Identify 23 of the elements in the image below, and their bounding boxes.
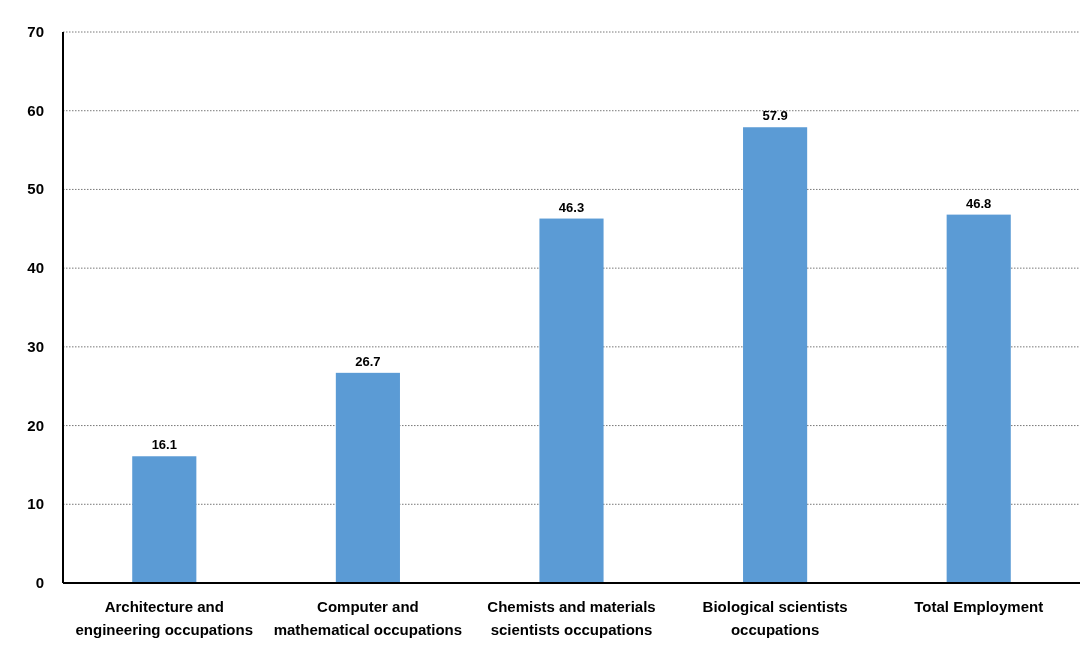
y-tick-label: 30	[27, 337, 44, 355]
bar	[539, 218, 604, 583]
data-label: 57.9	[762, 108, 788, 124]
y-tick-label: 60	[27, 101, 44, 119]
y-tick-label: 40	[27, 259, 44, 277]
y-tick-label: 50	[27, 180, 44, 198]
bar	[946, 214, 1011, 583]
data-label: 46.3	[558, 199, 585, 215]
x-tick-label: Architecture and engineering occupations	[75, 598, 254, 638]
y-tick-label: 70	[27, 23, 44, 40]
y-tick-label: 20	[27, 416, 44, 434]
data-label: 46.8	[966, 195, 992, 211]
data-label: 16.1	[151, 437, 177, 453]
x-tick-label: Total Employment	[914, 598, 1044, 615]
y-tick-label: 10	[27, 495, 44, 513]
bar	[743, 127, 808, 583]
data-label: 26.7	[355, 353, 381, 369]
bar	[132, 456, 197, 583]
x-tick-label: Chemists and materials scientists occupations	[487, 598, 656, 638]
x-tick-label: Computer and mathematical occupations	[273, 598, 463, 638]
bar	[335, 372, 400, 583]
x-tick-label: Biological scientists occupations	[702, 598, 848, 638]
y-tick-label: 0	[35, 574, 44, 591]
